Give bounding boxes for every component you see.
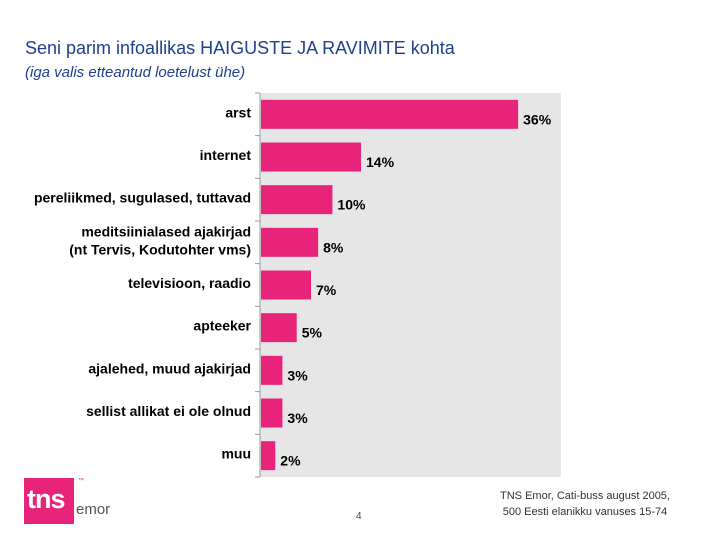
- category-label-line: apteeker: [193, 318, 251, 334]
- chart-subtitle: (iga valis etteantud loetelust ühe): [25, 64, 246, 81]
- bar-value-label: 2%: [280, 453, 301, 469]
- bar: [261, 227, 319, 257]
- category-label: sellist allikat ei ole olnud: [86, 403, 251, 419]
- bar-value-label: 14%: [366, 154, 395, 170]
- logo-box: tns: [24, 478, 74, 524]
- bar: [261, 313, 297, 343]
- category-label: meditsiinialased ajakirjad (nt Tervis, Ko…: [69, 223, 251, 257]
- tns-emor-logo: tns ™ emor: [24, 478, 134, 526]
- category-label-line: pereliikmed, sugulased, tuttavad: [34, 190, 251, 206]
- bar: [261, 398, 283, 428]
- category-label-line: muu: [221, 446, 251, 462]
- category-label-line: televisioon, raadio: [128, 275, 251, 291]
- bar-value-label: 10%: [337, 197, 366, 213]
- logo-tm: ™: [78, 478, 84, 484]
- category-label-line: arst: [225, 104, 251, 120]
- bar-value-label: 8%: [323, 239, 344, 255]
- category-label: internet: [200, 147, 252, 163]
- category-label: muu: [221, 446, 251, 462]
- source-line-2: 500 Eesti elanikku vanuses 15-74: [502, 506, 668, 518]
- category-label: apteeker: [193, 318, 251, 334]
- category-label: televisioon, raadio: [128, 275, 251, 291]
- bar-value-label: 3%: [287, 367, 308, 383]
- category-label-line: ajalehed, muud ajakirjad: [88, 360, 251, 376]
- category-label: arst: [225, 104, 251, 120]
- bar-value-label: 3%: [287, 410, 308, 426]
- bar: [261, 355, 283, 385]
- bar-value-label: 36%: [523, 111, 552, 127]
- bar-value-label: 5%: [302, 325, 323, 341]
- category-label-line: sellist allikat ei ole olnud: [86, 403, 251, 419]
- bar: [261, 99, 519, 129]
- chart-title: Seni parim infoallikas HAIGUSTE JA RAVIM…: [25, 38, 455, 58]
- source-line-1: TNS Emor, Cati-buss august 2005,: [500, 490, 670, 502]
- bar: [261, 142, 361, 172]
- category-label-line: (nt Tervis, Kodutohter vms): [69, 241, 251, 257]
- category-label-line: internet: [200, 147, 252, 163]
- bar: [261, 441, 276, 471]
- category-label: pereliikmed, sugulased, tuttavad: [34, 190, 251, 206]
- category-label: ajalehed, muud ajakirjad: [88, 360, 251, 376]
- logo-mark: tns: [27, 484, 65, 514]
- bar: [261, 270, 311, 300]
- logo-name: emor: [76, 501, 111, 518]
- bar: [261, 185, 333, 215]
- category-label-line: meditsiinialased ajakirjad: [81, 223, 251, 239]
- source-note: TNS Emor, Cati-buss august 2005, 500 Ees…: [470, 488, 700, 520]
- bar-value-label: 7%: [316, 282, 337, 298]
- page-number: 4: [356, 511, 362, 522]
